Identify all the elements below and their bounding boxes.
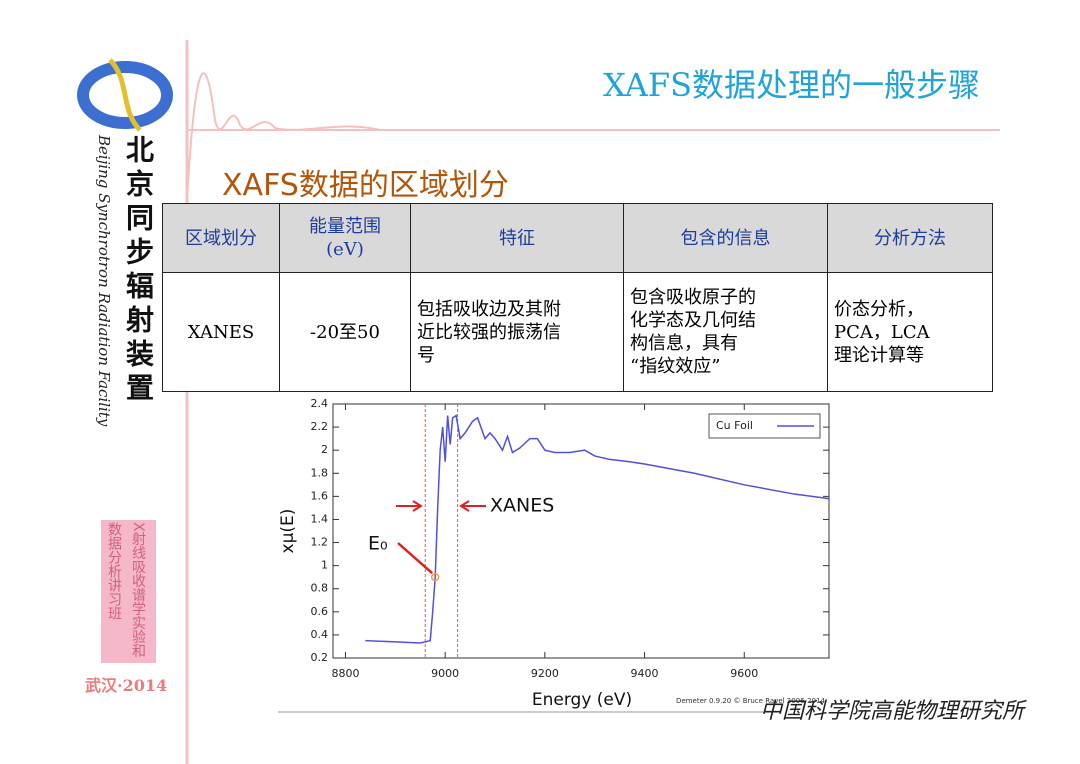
header-cell: 特征	[410, 203, 624, 273]
arrow	[459, 500, 486, 512]
annotation: E₀	[368, 533, 388, 555]
series-line	[365, 414, 830, 644]
cell: XANES	[162, 272, 280, 392]
header-cell: 包含的信息	[623, 203, 828, 273]
x-tick-label: 9400	[631, 667, 659, 680]
chart-footer: Demeter 0.9.20 © Bruce Ravel 2006-2014	[676, 697, 826, 705]
y-axis-label: xμ(E)	[278, 509, 298, 554]
region-table: 区域划分 能量范围 (eV) 特征 包含的信息 分析方法 XANES -20至5…	[162, 203, 993, 392]
y-tick-label: 0.4	[311, 628, 329, 641]
arrow	[397, 542, 434, 575]
y-tick-label: 1.4	[311, 512, 329, 525]
place-label: 武汉·2014	[85, 676, 168, 695]
header-cell: 区域划分	[162, 203, 280, 273]
header-cell: 能量范围 (eV)	[279, 203, 411, 273]
e0-point	[430, 572, 440, 582]
legend-label: Cu Foil	[716, 419, 753, 432]
row: XANES -20至50 包括吸收边及其附 近比较强的振荡信 号 包含吸收原子的…	[162, 272, 993, 392]
decor-curve	[186, 72, 381, 201]
x-tick-label: 9000	[431, 667, 459, 680]
plot-frame	[332, 403, 830, 659]
header-row: 区域划分 能量范围 (eV) 特征 包含的信息 分析方法	[162, 203, 993, 273]
logo	[77, 61, 173, 129]
y-tick-label: 2.2	[311, 420, 329, 433]
logo	[108, 58, 142, 132]
org-name-en: Beijing Synchrotron Radiation Facility	[95, 135, 113, 427]
x-tick-label: 9600	[730, 667, 758, 680]
y-tick-label: 2.4	[311, 397, 329, 410]
cell: 价态分析， PCA，LCA 理论计算等	[827, 272, 993, 392]
header-cell: 分析方法	[827, 203, 993, 273]
cell: -20至50	[279, 272, 411, 392]
y-tick-label: 0.2	[311, 651, 329, 664]
institute: 中国科学院高能物理研究所	[760, 699, 1025, 724]
slide-title: XAFS数据处理的一般步骤	[603, 66, 980, 104]
y-tick-label: 2	[321, 443, 328, 456]
y-tick-label: 1.6	[311, 489, 329, 502]
subtitle: XAFS数据的区域划分	[222, 168, 509, 203]
y-tick-label: 0.6	[311, 605, 329, 618]
y-tick-label: 1.2	[311, 536, 329, 549]
y-tick-label: 1.8	[311, 466, 329, 479]
workshop-label: X射线吸收谱学实验和数据分析讲习班	[101, 520, 156, 663]
arrow	[396, 500, 423, 512]
cell: 包含吸收原子的 化学态及几何结 构信息，具有 “指纹效应”	[623, 272, 828, 392]
x-axis-label: Energy (eV)	[532, 690, 632, 710]
x-tick-label: 8800	[331, 667, 359, 680]
org-name: 北京同步辐射装置	[122, 135, 155, 407]
y-tick-label: 0.8	[311, 582, 329, 595]
x-tick-label: 9200	[531, 667, 559, 680]
annotation: XANES	[490, 495, 554, 517]
y-tick-label: 1	[321, 559, 328, 572]
cell: 包括吸收边及其附 近比较强的振荡信 号	[410, 272, 624, 392]
